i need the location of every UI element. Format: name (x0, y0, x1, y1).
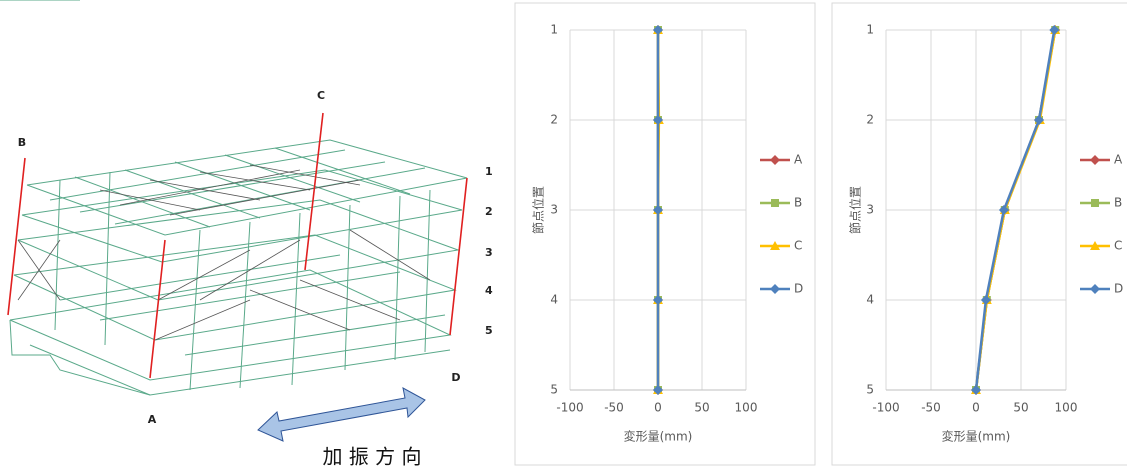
y-tick-label: 5 (550, 383, 558, 397)
legend-label: A (794, 153, 803, 167)
legend-label: D (1114, 282, 1123, 296)
marker (1049, 25, 1060, 35)
y-tick-label: 4 (866, 293, 874, 307)
x-tick-label: 0 (654, 401, 662, 415)
y-tick-label: 3 (550, 203, 558, 217)
x-tick-label: 100 (735, 401, 758, 415)
marker (1091, 199, 1099, 207)
level-label: 1 (485, 165, 493, 178)
wireframe (0, 0, 468, 396)
point-label: A (148, 413, 157, 426)
marker (1090, 155, 1100, 165)
y-tick-label: 4 (550, 293, 558, 307)
marker (998, 205, 1009, 215)
x-axis-title: 変形量(mm) (942, 429, 1011, 444)
level-label: 5 (485, 324, 493, 337)
x-axis-title: 変形量(mm) (624, 429, 693, 444)
y-axis-title: 節点位置 (531, 186, 546, 234)
x-tick-label: 0 (972, 401, 980, 415)
x-tick-label: 50 (694, 401, 709, 415)
chart-frame (831, 2, 1127, 466)
y-tick-label: 2 (866, 113, 874, 127)
point-label: D (451, 371, 460, 384)
point-label: B (18, 136, 26, 149)
y-tick-label: 1 (550, 23, 558, 37)
marker (653, 115, 663, 125)
x-tick-label: -50 (604, 401, 624, 415)
measure-columns (7, 112, 468, 379)
y-tick-label: 2 (550, 113, 558, 127)
marker (653, 385, 663, 395)
legend-label: A (1114, 153, 1123, 167)
x-tick-label: -50 (921, 401, 941, 415)
marker (653, 205, 663, 215)
marker (1034, 115, 1044, 125)
x-tick-label: 50 (1013, 401, 1028, 415)
x-tick-label: 100 (1055, 401, 1078, 415)
marker (980, 295, 991, 305)
marker (1090, 284, 1100, 294)
marker (653, 25, 663, 35)
y-tick-label: 1 (866, 23, 874, 37)
level-label: 3 (485, 246, 493, 259)
direction-arrow (257, 387, 426, 442)
y-tick-label: 5 (866, 383, 874, 397)
legend-label: C (1114, 239, 1122, 253)
chart-frame (514, 2, 816, 466)
marker (770, 155, 780, 165)
marker (771, 199, 779, 207)
x-tick-label: -100 (872, 401, 899, 415)
marker (1090, 241, 1100, 250)
x-tick-label: -100 (556, 401, 583, 415)
structure-diagram: A B C D 1 2 3 4 5 加 振 方 向 (0, 0, 493, 469)
legend-label: C (794, 239, 802, 253)
level-label: 2 (485, 205, 493, 218)
legend-label: B (794, 196, 802, 210)
level-label: 4 (485, 284, 493, 297)
marker (770, 284, 780, 294)
direction-label: 加 振 方 向 (322, 445, 421, 469)
legend-label: B (1114, 196, 1122, 210)
y-tick-label: 3 (866, 203, 874, 217)
point-label: C (317, 89, 325, 102)
legend-label: D (794, 282, 803, 296)
y-axis-title: 節点位置 (848, 186, 863, 234)
bracing (17, 164, 431, 341)
marker (971, 385, 981, 395)
marker (653, 295, 663, 305)
marker (770, 241, 780, 250)
